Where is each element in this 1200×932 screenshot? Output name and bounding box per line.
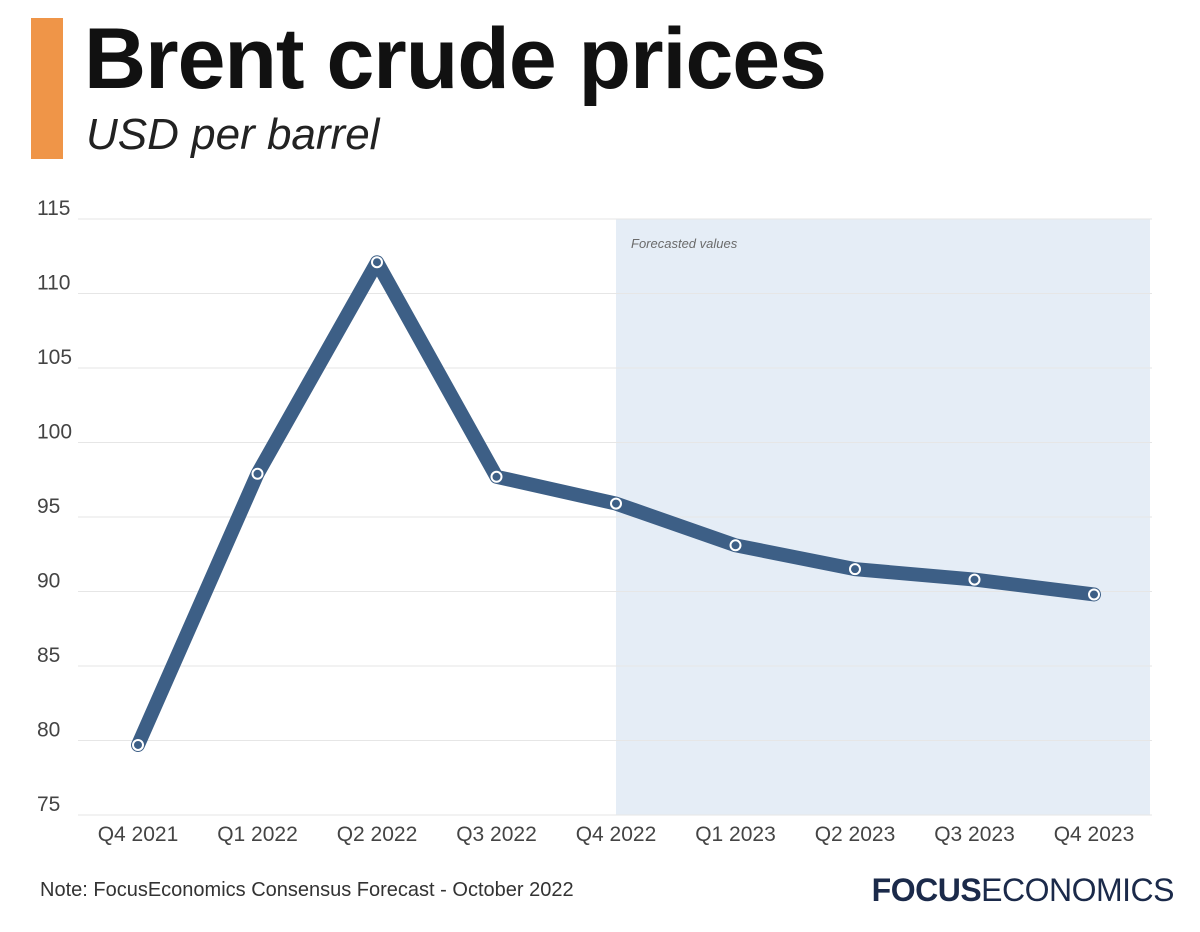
y-tick-label: 115 (37, 197, 70, 220)
chart-title: Brent crude prices (84, 11, 827, 107)
forecast-region-label: Forecasted values (631, 236, 738, 251)
footnote: Note: FocusEconomics Consensus Forecast … (40, 879, 574, 901)
data-point-q1-2022 (251, 467, 264, 480)
data-point-q1-2023 (729, 539, 742, 552)
y-tick-label: 105 (37, 346, 72, 369)
y-tick-label: 85 (37, 644, 60, 667)
data-point-q4-2023 (1088, 588, 1100, 601)
focuseconomics-logo: FOCUSECONOMICS (871, 872, 1175, 909)
x-tick-label: Q3 2023 (934, 823, 1015, 846)
y-tick-label: 95 (37, 495, 60, 518)
y-tick-label: 100 (37, 421, 72, 444)
x-tick-label: Q4 2022 (576, 823, 657, 846)
data-point-q2-2022 (371, 256, 383, 269)
y-tick-label: 80 (37, 719, 60, 742)
logo-thin-text: ECONOMICS (981, 872, 1174, 908)
data-point-q4-2021 (132, 738, 144, 751)
accent-bar (31, 18, 63, 159)
x-tick-label: Q3 2022 (456, 823, 537, 846)
y-tick-label: 75 (37, 793, 60, 816)
data-point-q3-2023 (968, 573, 981, 586)
logo-bold-text: FOCUS (871, 872, 982, 908)
x-tick-label: Q1 2023 (695, 823, 776, 846)
data-point-q4-2022 (610, 497, 622, 510)
data-point-q2-2023 (849, 563, 861, 576)
y-tick-label: 110 (37, 272, 70, 295)
x-tick-label: Q4 2023 (1054, 823, 1135, 846)
x-tick-label: Q2 2023 (815, 823, 896, 846)
chart-subtitle: USD per barrel (86, 110, 380, 159)
line-chart: Forecasted values 75 80 85 90 95 100 105 110 115 Q… (37, 197, 1152, 846)
x-tick-label: Q1 2022 (217, 823, 298, 846)
x-tick-label: Q4 2021 (98, 823, 179, 846)
x-tick-label: Q2 2022 (337, 823, 418, 846)
data-point-q3-2022 (490, 470, 503, 483)
y-tick-label: 90 (37, 570, 60, 593)
